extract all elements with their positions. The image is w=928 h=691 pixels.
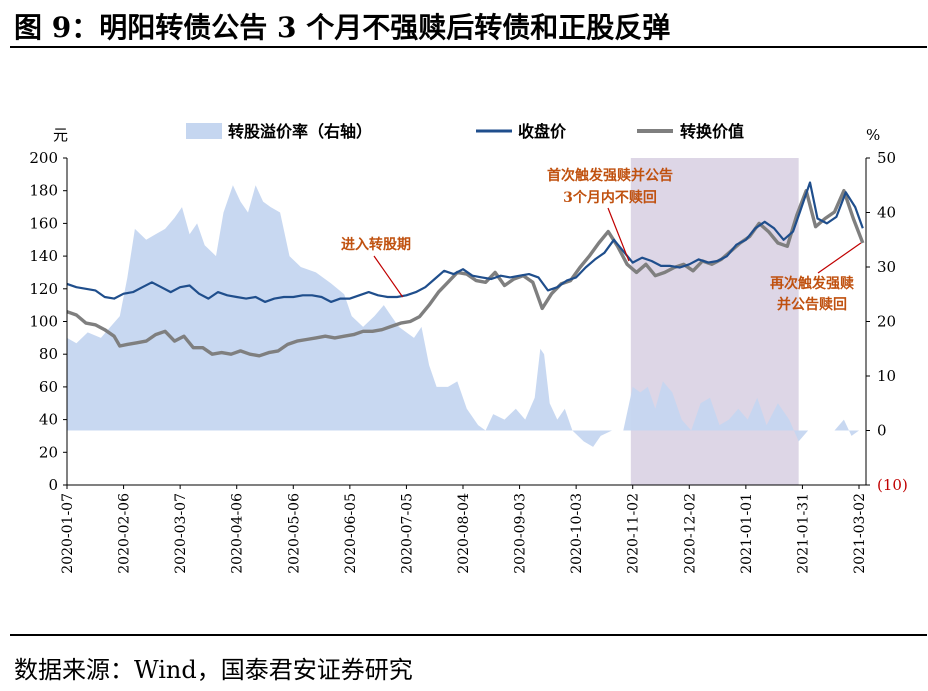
x-tick-label: 2021-01-31 [795, 493, 811, 574]
x-tick-label: 2020-03-07 [173, 493, 189, 574]
annotation-3-pointer [817, 242, 862, 274]
annotation-2-line-1: 首次触发强赎并公告 [547, 167, 673, 184]
right-tick-label: 10 [877, 367, 896, 385]
left-tick-label: 120 [29, 280, 58, 298]
annotation-1-line-1: 进入转股期 [341, 236, 411, 253]
x-tick-label: 2020-11-02 [626, 493, 642, 574]
annotation-3-line-2: 并公告赎回 [777, 296, 847, 313]
x-tick-label: 2021-01-01 [739, 493, 755, 574]
shaded-period-layer [630, 158, 799, 485]
legend-label-conversion: 转换价值 [680, 122, 744, 141]
tick-labels-layer: 0 20 40 60 80 100 120 140 160 180 200 元 (10) 0 10 20 30 4… [29, 126, 907, 574]
left-tick-label: 40 [39, 411, 58, 429]
x-tick-label: 2021-03-02 [852, 493, 868, 574]
legend-label-premium: 转股溢价率（右轴） [228, 122, 372, 141]
right-tick-label: 40 [877, 204, 896, 222]
annotation-3-line-1: 再次触发强赎 [770, 275, 854, 292]
left-tick-label: 100 [29, 313, 58, 331]
legend-label-close: 收盘价 [518, 122, 567, 141]
left-tick-label: 160 [29, 214, 58, 232]
legend-swatch-premium [186, 123, 222, 139]
left-tick-label: 200 [29, 149, 58, 167]
left-tick-label: 140 [29, 247, 58, 265]
x-tick-label: 2020-10-03 [569, 493, 585, 574]
close-price-line [66, 181, 864, 303]
x-tick-label: 2020-04-06 [230, 493, 246, 574]
left-tick-label: 0 [48, 476, 58, 494]
axes-layer [63, 157, 870, 489]
x-tick-label: 2020-02-06 [117, 493, 133, 574]
figure-title: 图 9：明阳转债公告 3 个月不强赎后转债和正股反弹 [14, 11, 671, 44]
x-tick-label: 2020-05-06 [286, 493, 302, 574]
top-rule [10, 46, 927, 48]
left-tick-label: 180 [29, 182, 58, 200]
left-axis-unit: 元 [53, 126, 68, 144]
premium-area-series [67, 185, 865, 447]
right-tick-label: 50 [877, 149, 896, 167]
x-tick-label: 2020-09-03 [513, 493, 529, 574]
annotation-1-pointer [373, 255, 404, 298]
left-tick-label: 60 [39, 378, 58, 396]
right-tick-label: (10) [877, 476, 908, 494]
x-tick-label: 2020-07-05 [399, 493, 415, 574]
left-tick-label: 80 [39, 345, 58, 363]
price-lines-layer [66, 181, 865, 358]
bottom-rule [10, 634, 927, 636]
right-tick-label: 30 [877, 258, 896, 276]
source-note: 数据来源：Wind，国泰君安证券研究 [14, 656, 413, 684]
chart-svg: 0 20 40 60 80 100 120 140 160 180 200 元 (10) 0 10 20 30 4… [29, 122, 907, 574]
left-tick-label: 20 [39, 443, 58, 461]
x-tick-label: 2020-12-02 [682, 493, 698, 574]
right-axis-unit: % [866, 126, 880, 144]
annotation-2-pointer [607, 207, 630, 262]
annotation-2-line-2: 3个月内不赎回 [563, 189, 657, 206]
premium-area-layer [67, 185, 865, 447]
right-tick-label: 20 [877, 313, 896, 331]
x-tick-label: 2020-06-05 [343, 493, 359, 574]
right-tick-label: 0 [877, 422, 887, 440]
x-tick-label: 2020-01-07 [60, 493, 76, 574]
x-tick-label: 2020-08-04 [456, 493, 472, 574]
legend: 转股溢价率（右轴） 收盘价 转换价值 [186, 122, 744, 141]
shaded-period [630, 158, 799, 485]
